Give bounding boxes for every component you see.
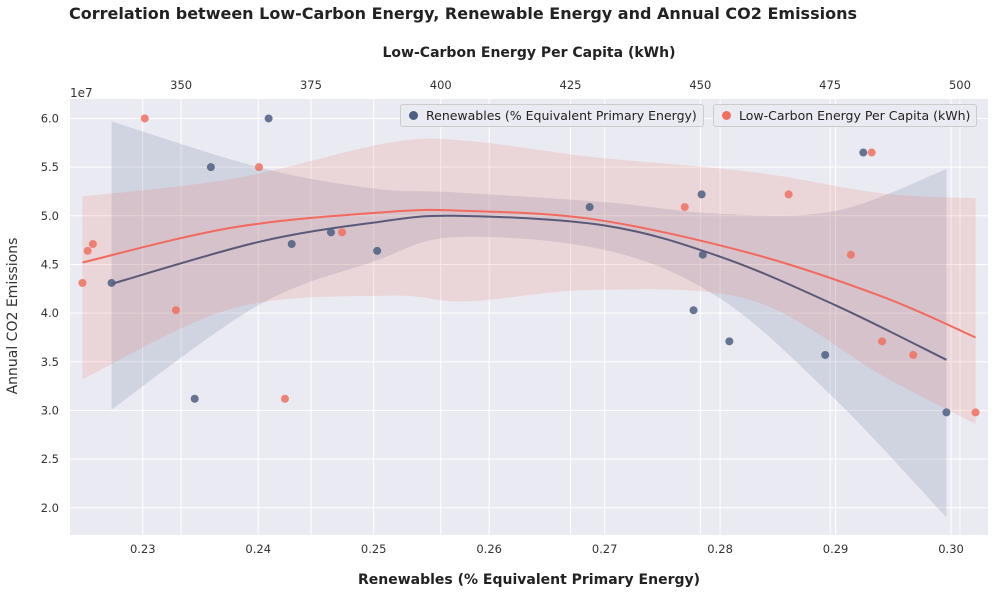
data-point-renewables xyxy=(107,278,116,287)
data-point-renewables xyxy=(264,114,273,123)
data-point-renewables xyxy=(585,203,594,212)
y-tick-label: 5.0 xyxy=(41,209,59,223)
data-point-renewables xyxy=(689,306,698,315)
data-point-renewables xyxy=(190,394,199,403)
data-point-low-carbon xyxy=(909,350,918,359)
data-point-low-carbon xyxy=(878,337,887,346)
x-tick-label: 0.27 xyxy=(592,542,618,556)
x2-tick-label: 400 xyxy=(430,78,452,92)
data-point-renewables xyxy=(697,190,706,199)
x-tick-label: 0.24 xyxy=(245,542,271,556)
data-point-low-carbon xyxy=(338,228,347,237)
data-point-low-carbon xyxy=(78,278,87,287)
data-point-low-carbon xyxy=(971,408,980,417)
x-tick-label: 0.26 xyxy=(476,542,502,556)
x-tick-label: 0.29 xyxy=(823,542,849,556)
data-point-renewables xyxy=(326,228,335,237)
y-tick-label: 2.5 xyxy=(41,452,59,466)
legend-label-low-carbon: Low-Carbon Energy Per Capita (kWh) xyxy=(739,108,971,123)
x-tick-label: 0.30 xyxy=(938,542,964,556)
x2-tick-label: 425 xyxy=(560,78,582,92)
x-tick-label: 0.25 xyxy=(361,542,387,556)
data-point-low-carbon xyxy=(280,394,289,403)
y-tick-label: 3.5 xyxy=(41,355,59,369)
data-point-low-carbon xyxy=(680,203,689,212)
data-point-renewables xyxy=(942,408,951,417)
x2-tick-label: 450 xyxy=(689,78,711,92)
chart-title: Correlation between Low-Carbon Energy, R… xyxy=(69,4,857,23)
data-point-low-carbon xyxy=(846,250,855,259)
x-tick-label: 0.28 xyxy=(707,542,733,556)
data-point-renewables xyxy=(698,250,707,259)
plot-area xyxy=(70,99,988,535)
data-point-low-carbon xyxy=(867,148,876,157)
data-point-low-carbon xyxy=(171,306,180,315)
x2-tick-label: 500 xyxy=(949,78,971,92)
data-point-low-carbon xyxy=(88,240,97,249)
data-point-low-carbon xyxy=(140,114,149,123)
data-point-renewables xyxy=(287,240,296,249)
fit-line-low-carbon xyxy=(82,208,976,339)
x2-tick-label: 375 xyxy=(300,78,322,92)
data-point-renewables xyxy=(859,148,868,157)
x2-tick-label: 475 xyxy=(819,78,841,92)
data-point-renewables xyxy=(725,337,734,346)
legend-marker-renewables xyxy=(409,111,418,120)
bottom-axis-label: Renewables (% Equivalent Primary Energy) xyxy=(357,572,701,588)
legend-renewables: Renewables (% Equivalent Primary Energy) xyxy=(400,104,704,127)
x-tick-label: 0.23 xyxy=(130,542,156,556)
y-offset-text: 1e7 xyxy=(70,86,93,100)
x2-tick-label: 350 xyxy=(170,78,192,92)
y-tick-label: 5.5 xyxy=(41,160,59,174)
data-point-low-carbon xyxy=(83,246,92,255)
data-point-renewables xyxy=(821,350,830,359)
fit-line-renewables xyxy=(111,214,947,361)
legend-label-renewables: Renewables (% Equivalent Primary Energy) xyxy=(426,108,697,123)
y-tick-label: 3.0 xyxy=(41,403,59,417)
data-point-low-carbon xyxy=(784,190,793,199)
legend-marker-low-carbon xyxy=(722,111,731,120)
top-axis-label: Low-Carbon Energy Per Capita (kWh) xyxy=(382,45,676,61)
data-point-renewables xyxy=(206,163,215,172)
legend-low-carbon: Low-Carbon Energy Per Capita (kWh) xyxy=(713,104,978,127)
confidence-band-renewables xyxy=(111,121,947,518)
data-point-renewables xyxy=(373,246,382,255)
y-tick-label: 6.0 xyxy=(41,111,59,125)
confidence-band-low-carbon xyxy=(82,138,976,425)
y-tick-label: 4.5 xyxy=(41,257,59,271)
y-tick-label: 4.0 xyxy=(41,306,59,320)
data-point-low-carbon xyxy=(255,163,263,172)
y-tick-label: 2.0 xyxy=(41,501,59,515)
